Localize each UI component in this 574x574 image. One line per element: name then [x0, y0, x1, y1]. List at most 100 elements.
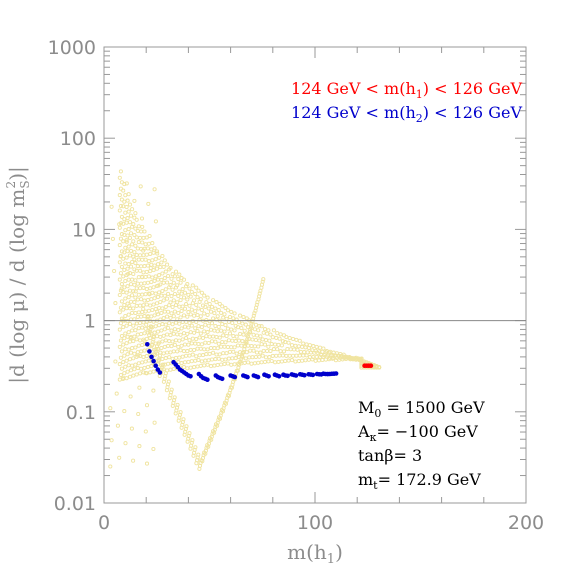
background-point	[118, 321, 123, 326]
background-point	[156, 341, 161, 346]
background-point	[244, 316, 249, 321]
background-point	[213, 323, 218, 329]
background-point	[146, 274, 151, 279]
background-point	[141, 306, 146, 311]
data-point	[151, 358, 156, 364]
background-point	[311, 344, 316, 349]
background-point	[188, 365, 193, 370]
background-point	[149, 364, 154, 369]
parameter-annotations: M0 = 1500 GeV Aκ= −100 GeV tanβ= 3 mt= 1…	[357, 398, 485, 492]
background-point	[119, 286, 124, 291]
background-point	[239, 353, 245, 358]
background-point	[189, 440, 194, 445]
background-point	[166, 291, 171, 296]
background-point	[209, 339, 215, 344]
background-point	[181, 365, 187, 370]
background-point	[118, 372, 123, 378]
background-point	[263, 338, 269, 343]
background-point	[132, 282, 137, 287]
background-point	[122, 199, 127, 204]
background-point	[193, 445, 198, 450]
background-point	[127, 321, 133, 327]
background-point	[232, 328, 237, 333]
background-point	[192, 313, 197, 318]
background-point	[207, 334, 212, 339]
background-point	[132, 367, 137, 372]
param-tanbeta: tanβ= 3	[358, 446, 422, 465]
background-point	[149, 314, 154, 319]
background-point	[165, 332, 170, 337]
background-point	[139, 264, 144, 269]
background-point	[153, 219, 158, 224]
background-point	[236, 320, 242, 325]
background-point	[173, 269, 179, 274]
background-point	[141, 253, 146, 258]
background-point	[143, 359, 148, 364]
background-point	[234, 351, 239, 356]
background-point	[123, 313, 128, 319]
background-point	[266, 344, 271, 349]
background-point	[155, 294, 161, 300]
background-point	[149, 247, 154, 252]
y-tick-label: 0.01	[54, 493, 96, 515]
background-point	[165, 314, 170, 319]
background-point	[189, 359, 194, 364]
background-point	[196, 341, 201, 347]
background-point	[203, 304, 208, 309]
background-point	[138, 286, 143, 291]
background-point	[122, 267, 127, 272]
background-point	[185, 331, 190, 336]
background-point	[187, 303, 192, 308]
background-point	[215, 346, 220, 351]
background-point	[184, 424, 189, 429]
background-point	[221, 315, 226, 320]
background-point	[273, 360, 278, 365]
background-point	[157, 353, 162, 358]
background-point	[149, 262, 154, 267]
background-point	[181, 313, 187, 318]
background-point	[186, 325, 191, 330]
background-point	[226, 338, 231, 343]
data-point	[293, 373, 299, 378]
background-point	[168, 350, 173, 355]
background-point	[158, 299, 163, 305]
background-point	[131, 356, 136, 361]
background-point	[297, 338, 302, 343]
background-point	[121, 256, 126, 261]
background-point	[209, 321, 215, 326]
background-point	[168, 300, 173, 305]
background-point	[166, 361, 171, 366]
background-point	[273, 342, 278, 347]
background-point	[212, 346, 217, 351]
background-point	[138, 184, 143, 189]
background-point	[126, 227, 131, 232]
background-point	[175, 283, 180, 288]
background-point	[181, 277, 187, 282]
background-point	[185, 314, 190, 319]
background-point	[278, 349, 283, 354]
series-h1-points	[362, 363, 374, 369]
background-point	[122, 353, 127, 358]
background-point	[177, 412, 183, 417]
data-point	[266, 374, 271, 379]
background-point	[119, 366, 124, 371]
background-point	[208, 364, 214, 369]
background-point	[162, 276, 167, 281]
background-point	[117, 292, 122, 298]
background-point	[160, 288, 165, 294]
background-point	[252, 327, 257, 332]
background-point	[289, 358, 295, 363]
background-point	[169, 390, 174, 395]
background-point	[133, 211, 138, 216]
background-point	[132, 198, 137, 203]
background-point	[138, 371, 143, 376]
background-point	[147, 292, 152, 297]
background-point	[124, 376, 129, 381]
background-point	[151, 388, 156, 393]
background-point	[136, 411, 141, 417]
y-tick-label: 0.1	[66, 402, 96, 424]
data-point	[255, 374, 261, 380]
background-point	[169, 311, 174, 316]
background-point	[138, 353, 143, 359]
background-point	[213, 306, 218, 311]
